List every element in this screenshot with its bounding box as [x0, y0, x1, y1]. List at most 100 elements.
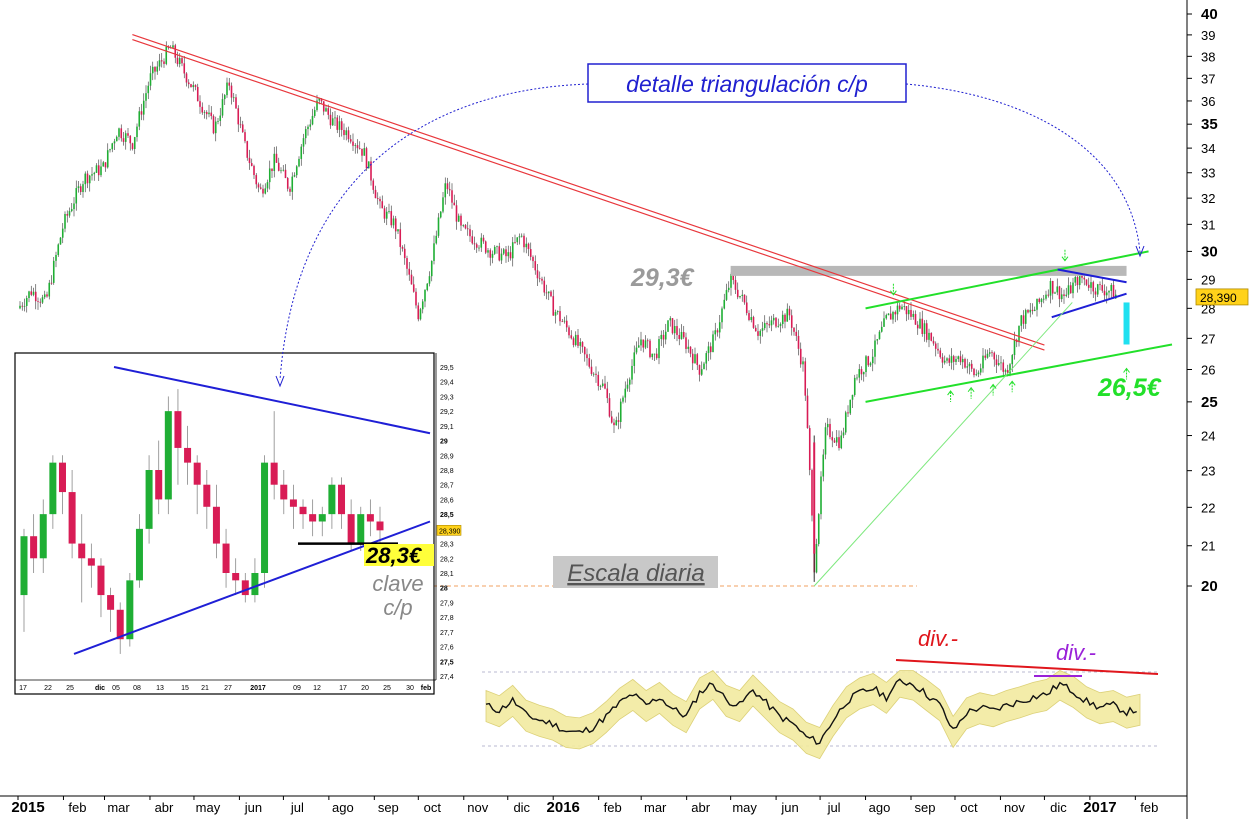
inset-y-tick-label: 27,4: [440, 674, 454, 681]
divergence-label-red: div.-: [918, 626, 958, 651]
inset-x-tick-label: feb: [421, 685, 432, 692]
candle-body: [214, 121, 217, 134]
scale-label: Escala diaria: [567, 560, 704, 587]
candle-body: [532, 256, 534, 262]
inset-y-tick-label: 27,9: [440, 600, 454, 607]
candle-body: [194, 85, 197, 87]
candle-body: [633, 352, 636, 366]
inset-key-text-2: c/p: [383, 595, 412, 620]
candle-body: [203, 112, 206, 113]
candle-body: [662, 334, 665, 340]
candle-body: [41, 297, 44, 303]
inset-y-tick-label: 29,3: [440, 394, 454, 401]
candle-body: [986, 353, 989, 358]
candle-body: [997, 363, 1000, 365]
candle-body: [721, 308, 723, 323]
inset-y-tick-label: 27,8: [440, 615, 454, 622]
inset-x-tick-label: 17: [339, 685, 347, 692]
candle-body: [356, 145, 359, 149]
inset-candle-body: [78, 543, 86, 559]
candle-body: [703, 363, 705, 370]
target-projection-bar: [1123, 302, 1130, 345]
y-tick-label: 34: [1201, 141, 1215, 156]
candle-body: [147, 85, 150, 94]
annotations: detalle triangulación c/p 29,3€ 26,5€ Escal…: [275, 63, 1162, 588]
candle-body: [905, 306, 908, 315]
candle-body: [352, 141, 354, 146]
candle-body: [698, 365, 701, 375]
candle-body: [1027, 310, 1029, 313]
inset-y-tick-label: 28,2: [440, 556, 454, 563]
inset-candle-body: [184, 447, 192, 463]
candle-body: [984, 355, 987, 358]
candle-body: [428, 276, 431, 284]
candle-body: [172, 45, 174, 48]
candle-body: [408, 268, 411, 275]
candle-body: [725, 290, 728, 300]
candle-body: [1022, 315, 1025, 324]
candle-body: [426, 283, 429, 290]
y-tick-label: 29: [1201, 272, 1215, 287]
candle-body: [1105, 292, 1108, 296]
candle-body: [842, 432, 845, 436]
candle-body: [1002, 362, 1005, 372]
candle-body: [939, 350, 942, 358]
candle-body: [1013, 339, 1016, 356]
candle-body: [885, 315, 888, 319]
inset-candle-body: [20, 536, 28, 596]
x-tick-label: jun: [244, 800, 262, 815]
candle-body: [660, 334, 663, 340]
candle-body: [120, 128, 123, 139]
candle-body: [523, 235, 525, 248]
candle-body: [601, 383, 604, 387]
candle-body: [887, 313, 890, 316]
candle-body: [892, 311, 894, 320]
candle-body: [403, 248, 406, 259]
candle-body: [113, 141, 116, 144]
candle-body: [257, 184, 260, 188]
candle-body: [115, 136, 118, 142]
candle-body: [221, 99, 224, 116]
touch-arrow-icon: [989, 383, 997, 396]
x-tick-label: may: [196, 800, 221, 815]
inset-y-tick-label: 29: [440, 439, 448, 446]
candle-body: [579, 342, 582, 346]
candle-body: [831, 437, 834, 441]
candle-body: [1054, 292, 1056, 294]
candle-body: [599, 386, 602, 387]
candle-body: [1060, 294, 1063, 300]
y-tick-label: 20: [1201, 578, 1218, 595]
candle-body: [1112, 284, 1115, 299]
candle-body: [388, 211, 390, 212]
candle-body: [1000, 362, 1002, 364]
inset-candle-body: [376, 521, 384, 531]
candle-body: [966, 366, 969, 368]
candle-body: [795, 331, 798, 336]
candle-body: [777, 325, 780, 327]
inset-candle-body: [68, 492, 76, 544]
candle-body: [748, 313, 750, 321]
candle-body: [343, 129, 345, 136]
candle-body: [862, 372, 865, 375]
candle-body: [1040, 299, 1043, 303]
candle-body: [1024, 310, 1027, 324]
candle-body: [838, 437, 840, 449]
candle-body: [453, 202, 456, 206]
candle-body: [520, 235, 523, 237]
candle-body: [95, 165, 98, 173]
candle-body: [32, 291, 35, 295]
candle-body: [705, 353, 708, 364]
candle-body: [291, 176, 294, 192]
candle-body: [550, 291, 552, 297]
trendline-red-lower: [132, 38, 1045, 351]
candle-body: [525, 243, 528, 248]
candle-body: [786, 308, 789, 322]
candle-body: [313, 110, 316, 116]
candle-body: [858, 369, 861, 378]
candle-body: [723, 299, 726, 309]
candle-body: [320, 98, 323, 102]
candle-body: [817, 514, 820, 545]
candle-body: [669, 318, 672, 321]
candle-body: [655, 353, 658, 359]
